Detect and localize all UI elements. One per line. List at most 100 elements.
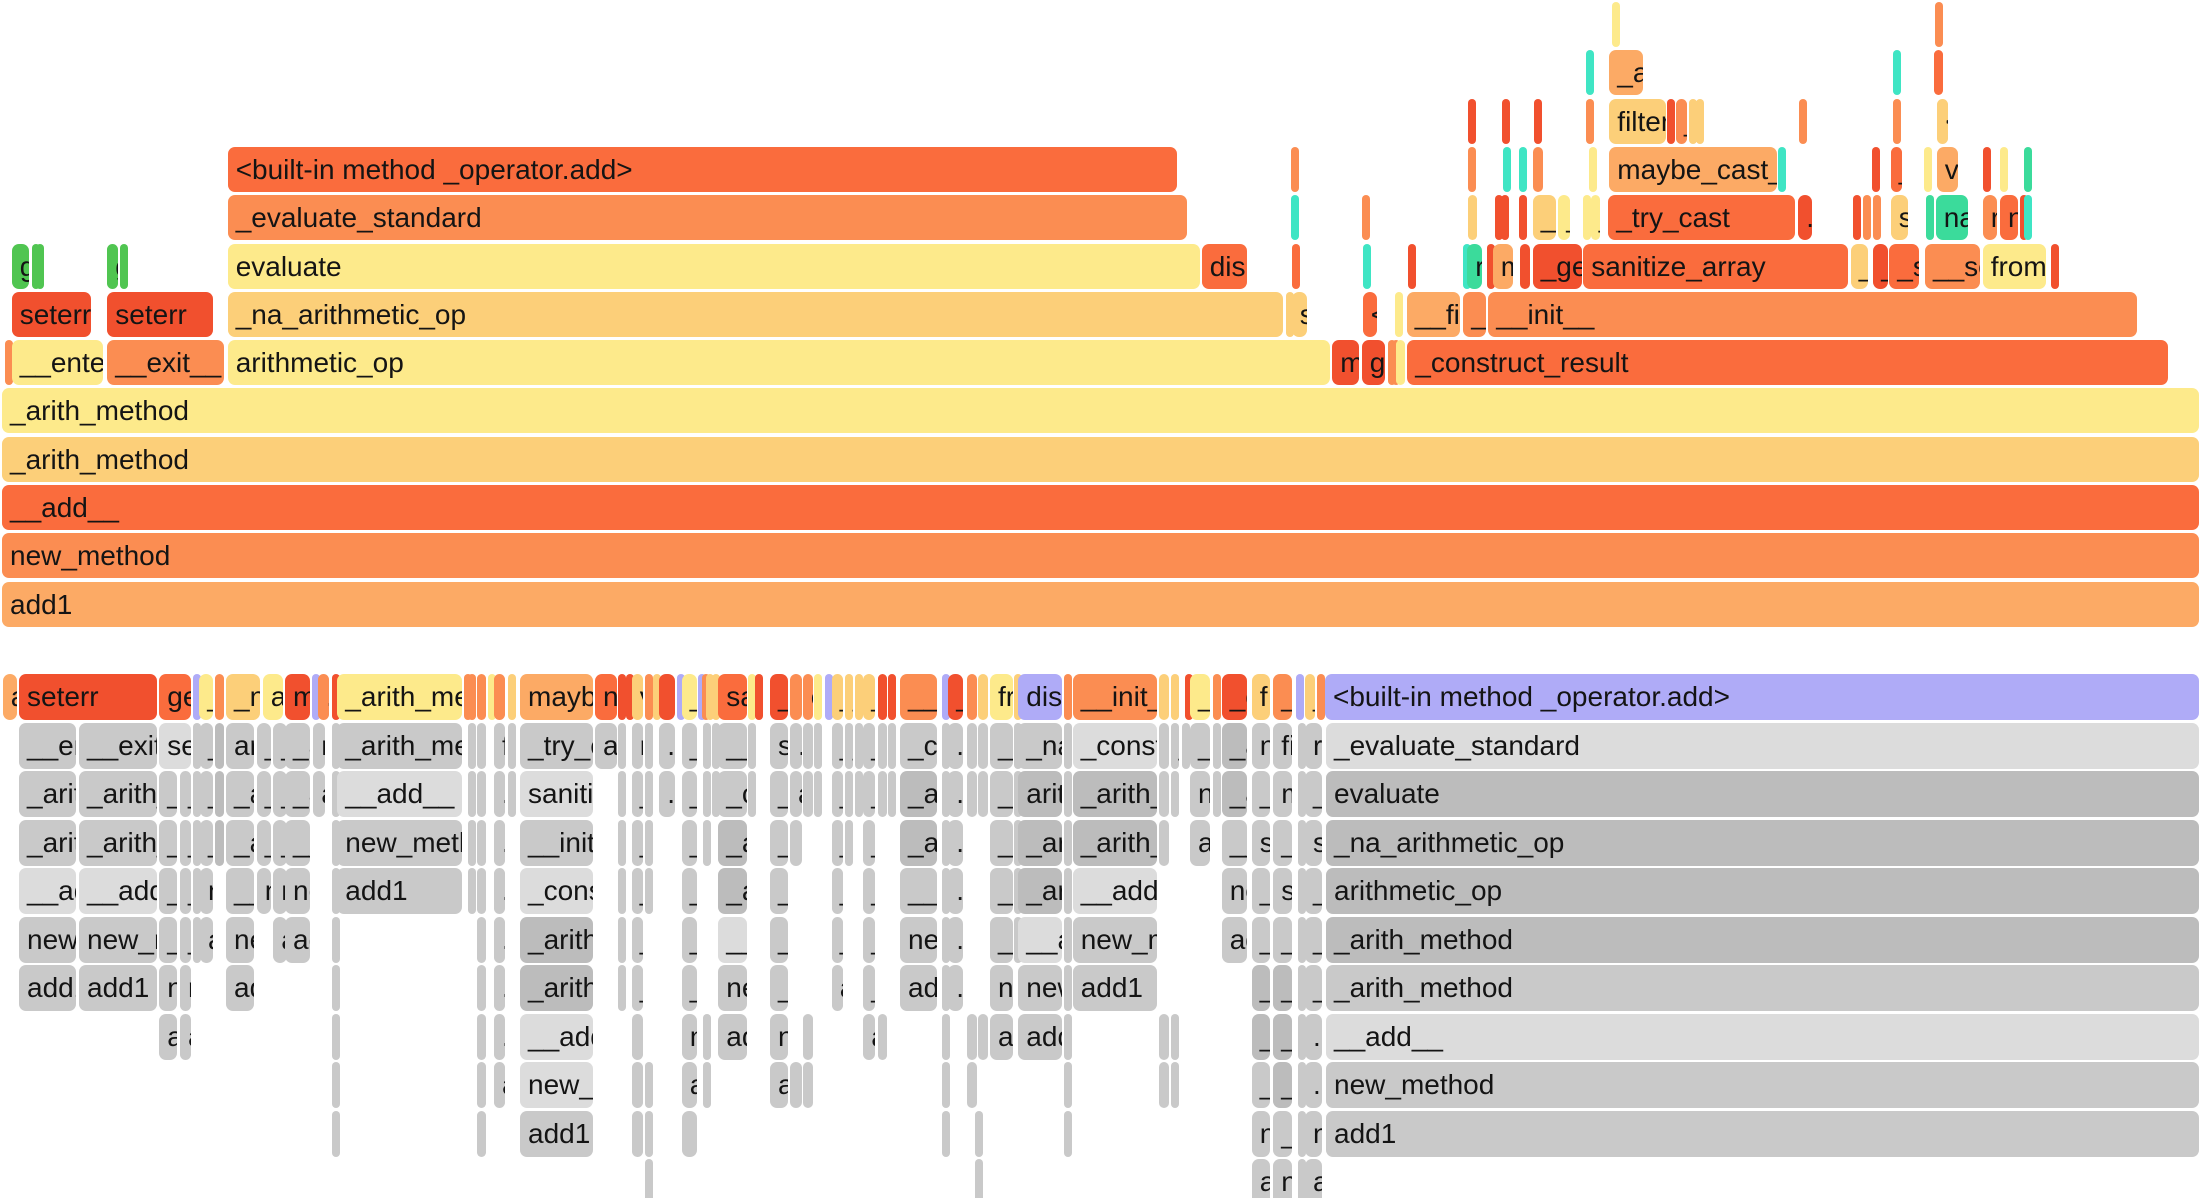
flame-frame-sliver[interactable] — [36, 243, 44, 289]
flame-frame-__add__[interactable]: __add__ — [2, 485, 2199, 530]
flame-frame-__enter__[interactable]: __enter__ — [11, 340, 104, 386]
flame-frame-sliver[interactable] — [1291, 243, 1300, 289]
flame-frame-_arith_method[interactable]: _arith_method — [79, 771, 157, 817]
flame-frame-sliver[interactable] — [1297, 1062, 1306, 1108]
flame-frame-a[interactable]: a — [1251, 1159, 1270, 1198]
flame-frame-sliver[interactable] — [855, 771, 863, 817]
flame-frame-_[interactable]: _ — [1251, 868, 1270, 914]
flame-frame-_[interactable]: _ — [631, 868, 644, 914]
flame-frame-.[interactable]: . — [476, 916, 486, 963]
flame-frame-from_[interactable]: from_ — [1982, 243, 2046, 289]
flame-frame-sliver[interactable] — [645, 1110, 653, 1157]
flame-frame-arithmetic_op[interactable]: arithmetic_op — [227, 340, 1330, 386]
flame-frame-g[interactable]: g — [107, 243, 119, 289]
flame-frame-_[interactable]: _ — [1305, 868, 1322, 914]
flame-frame-_[interactable]: _ — [200, 819, 213, 866]
flame-frame-_[interactable]: _ — [180, 916, 191, 963]
flame-frame-sliver[interactable] — [1064, 819, 1073, 866]
flame-frame-_[interactable]: _ — [831, 916, 844, 963]
flame-frame-add1[interactable]: add1 — [226, 965, 254, 1011]
flame-frame-sliver[interactable] — [755, 674, 763, 720]
flame-frame-sliver[interactable] — [1502, 146, 1511, 192]
flame-frame-add1[interactable]: add1 — [718, 1013, 747, 1060]
flame-frame-e[interactable]: e — [802, 674, 814, 720]
flame-frame-sliver[interactable] — [331, 674, 340, 720]
flame-frame-sliver[interactable] — [1297, 916, 1306, 963]
flame-frame-sliver[interactable] — [1892, 98, 1901, 144]
flame-frame-sliver[interactable] — [1297, 1159, 1306, 1198]
flame-frame-sliver[interactable] — [1926, 195, 1934, 241]
flame-frame-sanitize_array[interactable]: sanitize_array — [718, 674, 747, 720]
flame-frame-_[interactable]: _ — [681, 722, 697, 769]
flame-frame-_[interactable]: _ — [199, 674, 214, 720]
flame-frame-sliver[interactable] — [1586, 98, 1594, 144]
flame-frame-sliver[interactable] — [331, 868, 340, 914]
flame-frame-sliver[interactable] — [192, 722, 201, 769]
flame-frame-sliver[interactable] — [2051, 243, 2059, 289]
flame-frame-_arith_method[interactable]: _arith_method — [1018, 868, 1062, 914]
flame-frame-a[interactable]: a — [2, 674, 17, 720]
flame-frame-sliver[interactable] — [1532, 146, 1544, 192]
flame-frame-add1[interactable]: add1 — [337, 868, 462, 914]
flame-frame-_[interactable]: _ — [990, 916, 1014, 963]
flame-frame-_[interactable]: _ — [1273, 1062, 1292, 1108]
flame-frame-_arith_method[interactable]: _arith_method — [520, 965, 594, 1011]
flame-frame-_arith_method[interactable]: _arith_method — [285, 722, 310, 769]
flame-frame-__add__[interactable]: __add__ — [226, 868, 254, 914]
flame-frame-a[interactable]: a — [273, 916, 288, 963]
flame-frame-sliver[interactable] — [1170, 771, 1179, 817]
flame-frame-_[interactable]: _ — [1273, 674, 1292, 720]
flame-frame-__exit__[interactable]: __exit__ — [79, 722, 157, 769]
flame-frame-n[interactable]: n — [1251, 722, 1270, 769]
flame-frame-.[interactable]: . — [948, 965, 964, 1011]
flame-frame-.[interactable]: . — [966, 722, 977, 769]
flame-frame-a[interactable]: a — [831, 965, 844, 1011]
flame-frame-n[interactable]: n — [256, 868, 271, 914]
flame-frame-g[interactable]: g — [1361, 340, 1385, 386]
flame-frame-f[interactable]: f — [494, 722, 505, 769]
flame-frame-_[interactable]: _ — [990, 722, 1014, 769]
flame-frame-a[interactable]: a — [1190, 819, 1210, 866]
flame-frame-.[interactable]: . — [966, 771, 977, 817]
flame-frame-sliver[interactable] — [1519, 146, 1528, 192]
flame-frame-.[interactable]: . — [508, 771, 516, 817]
flame-frame-__add__[interactable]: __add__ — [900, 868, 937, 914]
flame-frame-sliver[interactable] — [975, 1159, 983, 1198]
flame-frame-sliver[interactable] — [1852, 195, 1861, 241]
flame-frame-sliver[interactable] — [1468, 98, 1477, 144]
flame-frame-_arith_method[interactable]: _arith_method — [226, 819, 254, 866]
flame-frame-sliver[interactable] — [1297, 868, 1306, 914]
flame-frame-.[interactable]: . — [659, 722, 675, 769]
flame-frame-_[interactable]: _ — [1890, 146, 1903, 192]
flame-frame-_[interactable]: _ — [1273, 965, 1292, 1011]
flame-frame-_[interactable]: _ — [1273, 1013, 1292, 1060]
flame-frame-.[interactable]: . — [215, 819, 224, 866]
flame-frame-_[interactable]: _ — [273, 819, 288, 866]
flame-frame-sliver[interactable] — [468, 771, 476, 817]
flame-frame-n[interactable]: n — [2000, 195, 2019, 241]
flame-frame-sliver[interactable] — [618, 965, 627, 1011]
flame-frame-.[interactable]: . — [215, 722, 224, 769]
flame-frame-sliver[interactable] — [1064, 674, 1073, 720]
flame-frame-v[interactable]: v — [631, 674, 644, 720]
flame-frame-.[interactable]: . — [494, 819, 505, 866]
flame-frame-.[interactable]: . — [948, 868, 964, 914]
flame-frame-_e[interactable]: _e — [1532, 195, 1556, 241]
flame-frame-sliver[interactable] — [711, 674, 720, 720]
flame-frame-__init__[interactable]: __init__ — [1488, 291, 2137, 337]
flame-frame-__add__[interactable]: __add__ — [337, 771, 462, 817]
flame-frame-_[interactable]: _ — [770, 868, 789, 914]
flame-frame-sliver[interactable] — [1778, 146, 1786, 192]
flame-frame-_[interactable]: _ — [681, 674, 697, 720]
flame-frame-new_method[interactable]: new_method — [520, 1062, 594, 1108]
flame-frame-_[interactable]: _ — [1463, 291, 1486, 337]
flame-frame-n[interactable]: n — [180, 965, 191, 1011]
flame-frame-sliver[interactable] — [331, 1013, 340, 1060]
flame-frame-sliver[interactable] — [941, 916, 950, 963]
flame-frame-_[interactable]: _ — [681, 771, 697, 817]
flame-frame-add1[interactable]: add1 — [2, 581, 2199, 627]
flame-frame-_[interactable]: _ — [831, 868, 844, 914]
flame-frame-sliver[interactable] — [845, 771, 854, 817]
flame-frame-sliver[interactable] — [676, 674, 685, 720]
flame-frame-sliver[interactable] — [2023, 195, 2032, 241]
